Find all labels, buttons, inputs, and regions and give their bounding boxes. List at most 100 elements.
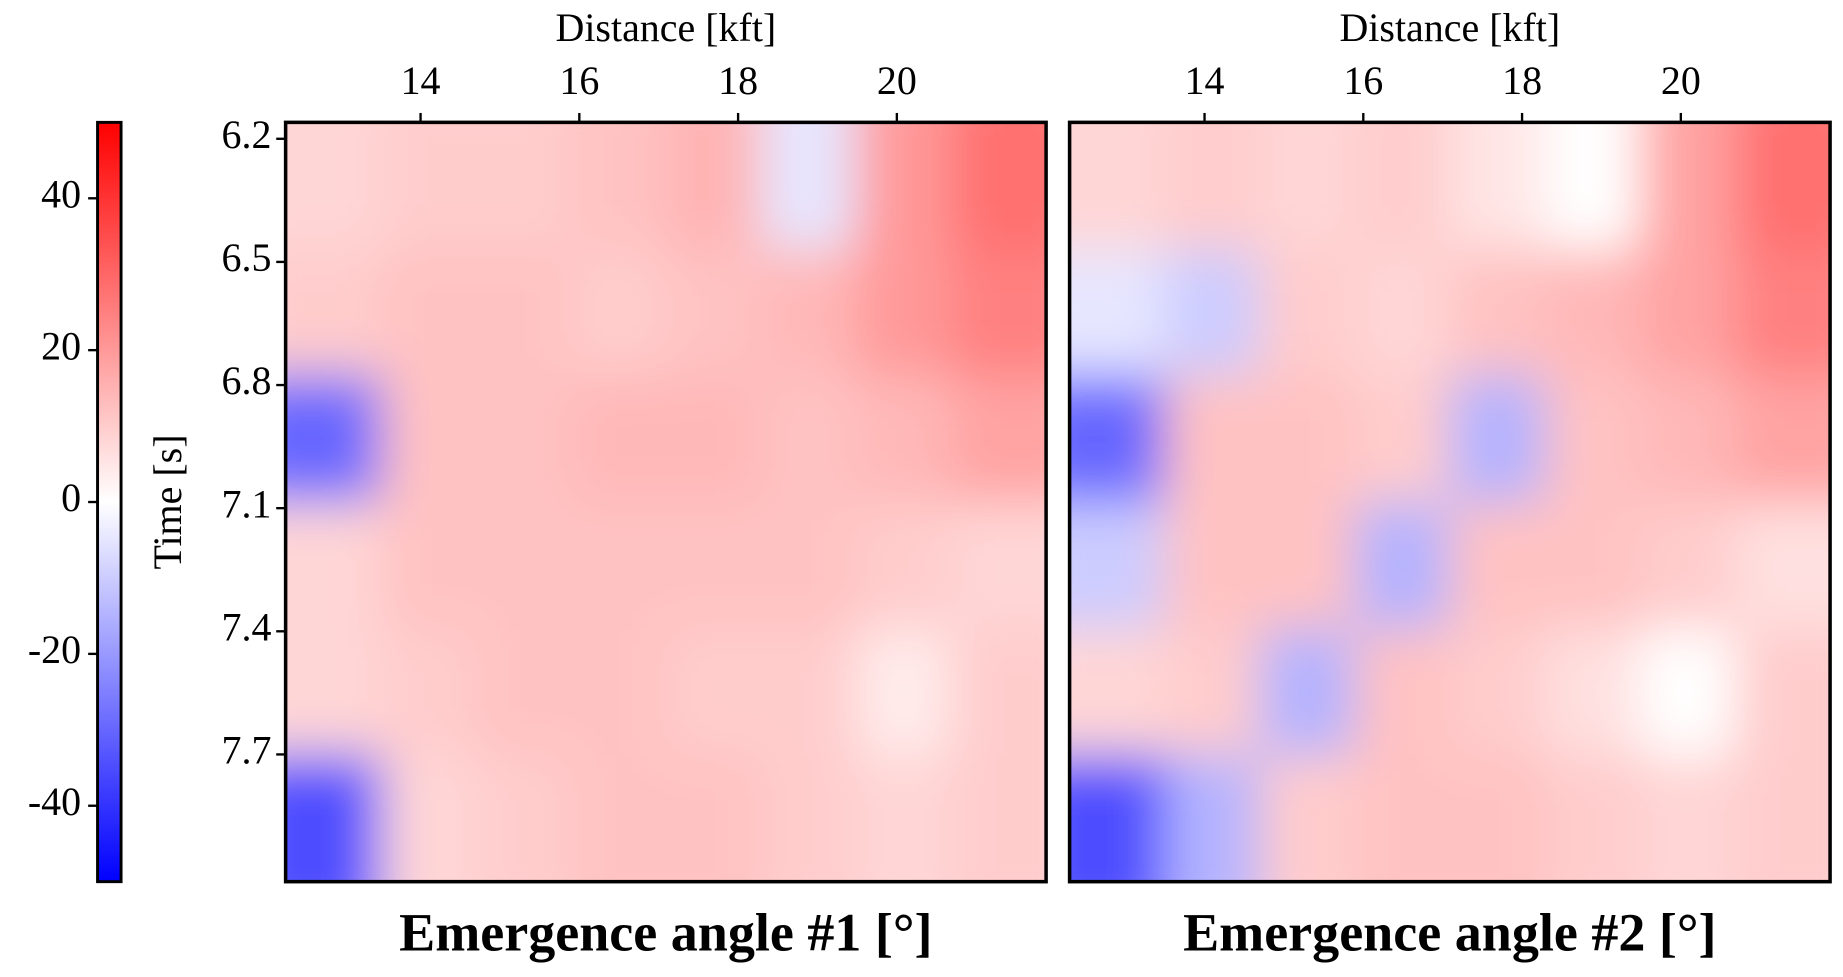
heatmap-cell [1164,375,1261,504]
x-tick-label: 18 [1502,58,1542,103]
y-tick-label: 7.1 [222,481,272,526]
heatmap-cell [1544,375,1642,504]
heatmap-cell [951,628,1047,757]
heatmap-cell [855,375,953,504]
y-tick-label: 7.7 [222,728,272,773]
heatmap-cell [1449,375,1547,504]
heatmap-cell [570,755,668,882]
heatmap-cell [1164,502,1261,630]
heatmap-cell [1164,248,1261,377]
heatmap-cell [380,755,477,882]
heatmap-cells [285,122,1047,882]
heatmap-cell [1639,628,1737,757]
heatmap-cell [855,248,953,377]
heatmap-cell [285,375,382,504]
heatmap-cell [1735,248,1831,377]
heatmap-cell [1354,755,1452,882]
heatmap-cell [475,755,572,882]
heatmap-cells [1069,122,1831,882]
y-tick-label: 6.8 [222,358,272,403]
heatmap-cell [1069,755,1166,882]
heatmap-cell [1639,375,1737,504]
colorbar [96,120,123,884]
heatmap-cell [951,502,1047,630]
heatmap-cell [1544,248,1642,377]
heatmap-cell [1735,502,1831,630]
x-tick-label: 16 [559,58,599,103]
heatmap-cell [1259,122,1356,251]
plot-frame [283,120,1048,884]
heatmap-cell [1354,628,1452,757]
heatmap-cell [1354,502,1452,630]
x-tick-label: 20 [877,58,917,103]
x-axis-label: Distance [kft] [555,5,776,50]
heatmap-cell [1449,122,1547,251]
heatmap-cell [760,122,858,251]
heatmap-cell [760,502,858,630]
heatmap [1069,122,1831,882]
heatmap-cell [1354,375,1452,504]
heatmap-cell [1164,755,1261,882]
heatmap-cell [570,628,668,757]
heatmap-cell [1259,628,1356,757]
heatmap-cell [1544,122,1642,251]
heatmap-cell [1544,502,1642,630]
heatmap-cell [285,248,382,377]
heatmap-cell [1735,122,1831,251]
heatmap-cell [855,122,953,251]
x-tick-label: 16 [1343,58,1383,103]
heatmap-cell [665,122,763,251]
heatmap-cell [570,502,668,630]
heatmap-cell [475,248,572,377]
heatmap-cell [1259,375,1356,504]
heatmap-cell [1449,502,1547,630]
heatmap-cell [380,502,477,630]
heatmap-cell [1354,248,1452,377]
heatmap-cell [1544,755,1642,882]
heatmap-cell [665,628,763,757]
heatmap-cell [665,375,763,504]
panel-title: Emergence angle #2 [°] [1183,902,1716,962]
heatmap-cell [951,122,1047,251]
x-axis-label: Distance [kft] [1339,5,1560,50]
y-tick-label: 6.5 [222,235,272,280]
heatmap-cell [285,755,382,882]
heatmap-cell [665,755,763,882]
heatmap-cell [951,248,1047,377]
heatmap-cell [475,502,572,630]
heatmap-cell [1449,755,1547,882]
heatmap-cell [1259,755,1356,882]
heatmap-cell [570,122,668,251]
heatmap-cell [1164,628,1261,757]
x-tick-label: 18 [718,58,758,103]
heatmap-cell [1069,502,1166,630]
heatmap-cell [855,628,953,757]
heatmap-cell [1449,628,1547,757]
colorbar-tick-label: 20 [41,323,81,368]
heatmap-cell [1639,122,1737,251]
heatmap-cell [951,755,1047,882]
heatmap-cell [380,248,477,377]
heatmap-cell [1449,248,1547,377]
colorbar-tick-label: -20 [28,627,81,672]
heatmap-cell [380,375,477,504]
heatmap-cell [380,628,477,757]
x-tick-label: 20 [1661,58,1701,103]
heatmap-cell [285,502,382,630]
heatmap-cell [570,248,668,377]
heatmap-cell [1639,248,1737,377]
colorbar-tick-label: -40 [28,779,81,824]
panel-title: Emergence angle #1 [°] [399,902,932,962]
x-tick-label: 14 [1185,58,1225,103]
heatmap-cell [1735,628,1831,757]
heatmap-cell [951,375,1047,504]
heatmap-cell [1164,122,1261,251]
heatmap-cell [1069,122,1166,251]
heatmap-cell [760,248,858,377]
heatmap-cell [665,502,763,630]
heatmap-cell [285,122,382,251]
heatmap-cell [760,628,858,757]
heatmap-cell [1735,375,1831,504]
